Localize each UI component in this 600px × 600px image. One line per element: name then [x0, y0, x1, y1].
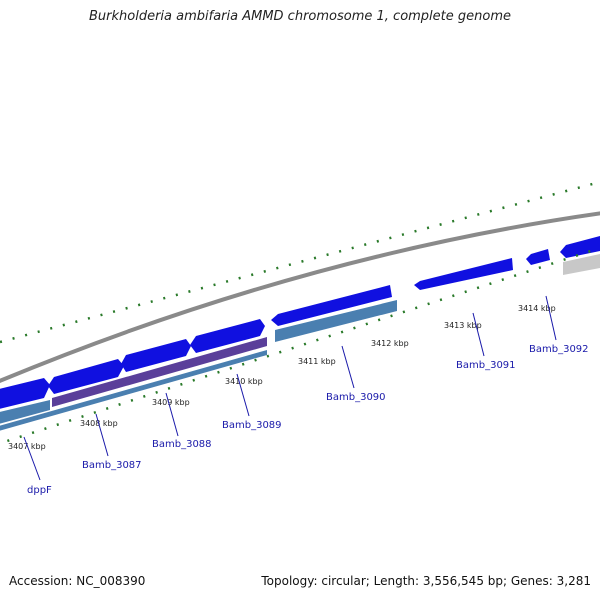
- kbp-label: 3414 kbp: [518, 304, 556, 313]
- gene-labels: dppF Bamb_3087 Bamb_3088 Bamb_3089 Bamb_…: [27, 344, 589, 496]
- cds-arrow: [48, 359, 124, 394]
- cds-arrow: [526, 249, 550, 265]
- kbp-label: 3409 kbp: [152, 398, 190, 407]
- accession-label: Accession: NC_008390: [9, 574, 146, 588]
- cds-arrow: [0, 378, 50, 409]
- map-title: Burkholderia ambifaria AMMD chromosome 1…: [88, 9, 512, 24]
- feature-track: [0, 254, 600, 431]
- cds-arrow: [121, 339, 191, 372]
- genome-summary: Topology: circular; Length: 3,556,545 bp…: [261, 574, 591, 588]
- gene-label-dppf[interactable]: dppF: [27, 485, 52, 496]
- gene-label-bamb-3089[interactable]: Bamb_3089: [222, 420, 282, 431]
- cds-arrow: [560, 236, 600, 258]
- kbp-label: 3410 kbp: [225, 377, 263, 386]
- kbp-label: 3412 kbp: [371, 339, 409, 348]
- cds-arrow: [271, 285, 392, 326]
- kbp-label: 3413 kbp: [444, 321, 482, 330]
- gene-leaders: [23, 295, 557, 481]
- kbp-label: 3407 kbp: [8, 442, 46, 451]
- feature-bar: [0, 400, 50, 424]
- feature-bar: [275, 300, 397, 342]
- gene-label-bamb-3087[interactable]: Bamb_3087: [82, 460, 142, 471]
- feature-bar: [563, 254, 600, 275]
- gene-label-bamb-3088[interactable]: Bamb_3088: [152, 439, 212, 450]
- feature-bar: [0, 350, 267, 431]
- genome-backbone: [0, 211, 600, 384]
- feature-bar: [52, 337, 267, 407]
- gene-label-bamb-3092[interactable]: Bamb_3092: [529, 344, 589, 355]
- cds-arrow: [190, 319, 265, 353]
- cds-track-forward: [0, 236, 600, 409]
- kbp-label: 3411 kbp: [298, 357, 336, 366]
- cds-arrow: [414, 258, 513, 290]
- gene-label-bamb-3091[interactable]: Bamb_3091: [456, 360, 516, 371]
- gene-label-bamb-3090[interactable]: Bamb_3090: [326, 392, 386, 403]
